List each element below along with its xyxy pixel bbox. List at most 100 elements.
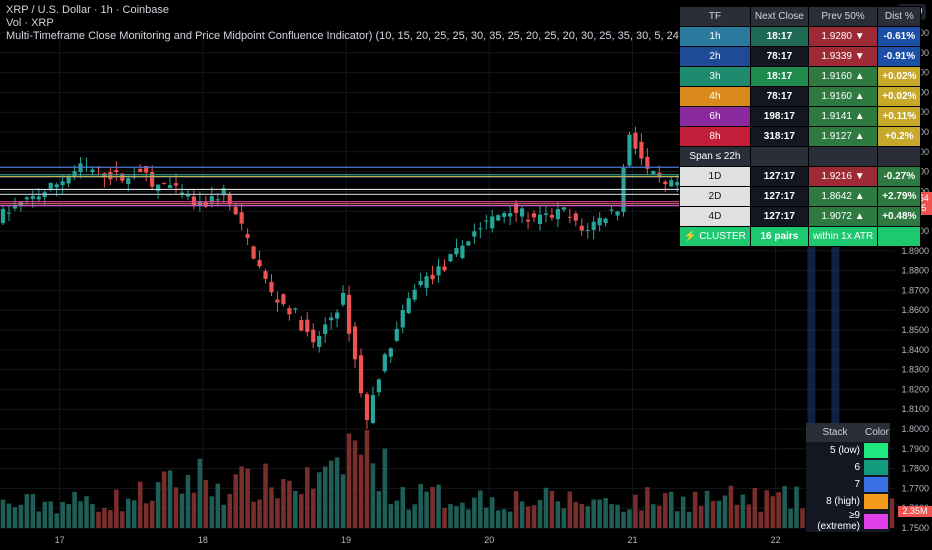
prev-50-cell: 1.9072 ▲ [807, 206, 879, 227]
tf-header: TF [679, 6, 751, 27]
candle-body [346, 294, 352, 334]
candle-body [90, 169, 95, 173]
tf-row: 1D 127:17 1.9216 ▼ -0.27% [679, 166, 922, 187]
candle-body [275, 299, 280, 303]
volume-bar [149, 500, 155, 528]
volume-bar [680, 496, 686, 528]
volume-bar [716, 500, 722, 528]
y-tick-label: 1.7900 [901, 444, 929, 454]
volume-bar [120, 511, 125, 528]
candle-body [108, 172, 113, 180]
volume-bar [573, 501, 579, 528]
candle-body [633, 132, 638, 149]
volume-bar [567, 491, 573, 528]
tf-cell: 1D [679, 166, 751, 187]
tf-row: 1h 18:17 1.9280 ▼ -0.61% [679, 26, 922, 47]
volume-bar [12, 507, 18, 528]
symbol-legend[interactable]: XRP / U.S. Dollar · 1h · Coinbase [6, 4, 170, 16]
candle-body [424, 276, 429, 288]
candle-body [651, 171, 656, 175]
volume-bar [424, 491, 429, 528]
candle-body [281, 294, 286, 305]
volume-bar [179, 493, 185, 528]
candle-body [525, 219, 531, 222]
candle-body [114, 170, 119, 172]
next-close-cell: 198:17 [749, 106, 809, 127]
volume-bar [764, 490, 769, 528]
y-tick-label: 1.8300 [901, 365, 929, 375]
stack-label: 5 (low) [806, 442, 864, 459]
tf-cell: Span ≤ 22h [679, 146, 751, 167]
volume-bar [352, 440, 358, 528]
tf-row: 4D 127:17 1.9072 ▲ +0.48% [679, 206, 922, 227]
volume-bar [346, 433, 352, 528]
volume-bar [0, 499, 6, 528]
indicator-legend[interactable]: Multi-Timeframe Close Monitoring and Pri… [6, 30, 681, 42]
next-close-header: Next Close [749, 6, 809, 27]
volume-bar [376, 491, 382, 528]
tf-row: 2D 127:17 1.8642 ▲ +2.79% [679, 186, 922, 207]
volume-legend[interactable]: Vol · XRP [6, 17, 54, 29]
y-tick-label: 1.8600 [901, 305, 929, 315]
tf-cell: 6h [679, 106, 751, 127]
volume-bar [561, 508, 567, 528]
stack-label: 8 (high) [806, 493, 864, 510]
dist-header: Dist % [877, 6, 922, 27]
volume-bar [651, 504, 656, 528]
candle-body [436, 266, 441, 276]
y-tick-label: 1.8100 [901, 404, 929, 414]
volume-bar [597, 499, 602, 528]
candle-body [406, 298, 411, 314]
volume-bar [788, 508, 793, 528]
next-close-cell: 78:17 [749, 86, 809, 107]
volume-bar [794, 486, 799, 528]
stack-color-swatch [864, 513, 888, 529]
stack-color-cell [864, 459, 890, 476]
stack-color-cell [864, 442, 890, 459]
volume-bar [519, 501, 525, 528]
candle-body [627, 134, 632, 166]
volume-bar [507, 511, 513, 528]
candle-body [66, 176, 71, 184]
candle-body [531, 213, 537, 218]
volume-bar [531, 505, 537, 528]
tf-cell: 2h [679, 46, 751, 67]
candle-body [543, 213, 549, 215]
grid [0, 32, 895, 529]
next-close-cell: 18:17 [749, 26, 809, 47]
volume-bar [513, 491, 519, 528]
candle-body [639, 141, 644, 159]
volume-bar [889, 498, 895, 528]
volume-bar [746, 504, 752, 528]
candle-body [245, 234, 250, 238]
volume-bar [90, 503, 95, 528]
volume-bar [710, 500, 716, 528]
candle-body [60, 181, 65, 186]
candle-body [669, 180, 674, 187]
tf-cell: 4D [679, 206, 751, 227]
volume-bar [728, 485, 734, 528]
volume-bar [173, 487, 179, 528]
volume-bar [394, 500, 400, 528]
stack-color-swatch [864, 477, 888, 492]
volume-bar [472, 497, 477, 528]
candle-body [585, 230, 590, 232]
volume-bar [752, 487, 758, 528]
volume-bar [108, 509, 113, 528]
candle-body [227, 193, 232, 204]
dist-cell: +2.79% [877, 186, 922, 207]
volume-bar [263, 463, 268, 528]
volume-bar [639, 510, 644, 528]
candle-body [358, 355, 364, 394]
next-close-cell: 16 pairs [749, 226, 809, 247]
next-close-cell: 127:17 [749, 186, 809, 207]
candle-body [478, 228, 483, 230]
tf-cell: 4h [679, 86, 751, 107]
dist-cell: -0.61% [877, 26, 922, 47]
volume-bar [609, 504, 614, 528]
volume-bar [466, 509, 471, 528]
tf-cell: 3h [679, 66, 751, 87]
time-axis[interactable]: 17 18 19 20 21 22 [55, 535, 781, 545]
x-tick-label: 17 [55, 535, 65, 545]
volume-bar [30, 494, 36, 528]
